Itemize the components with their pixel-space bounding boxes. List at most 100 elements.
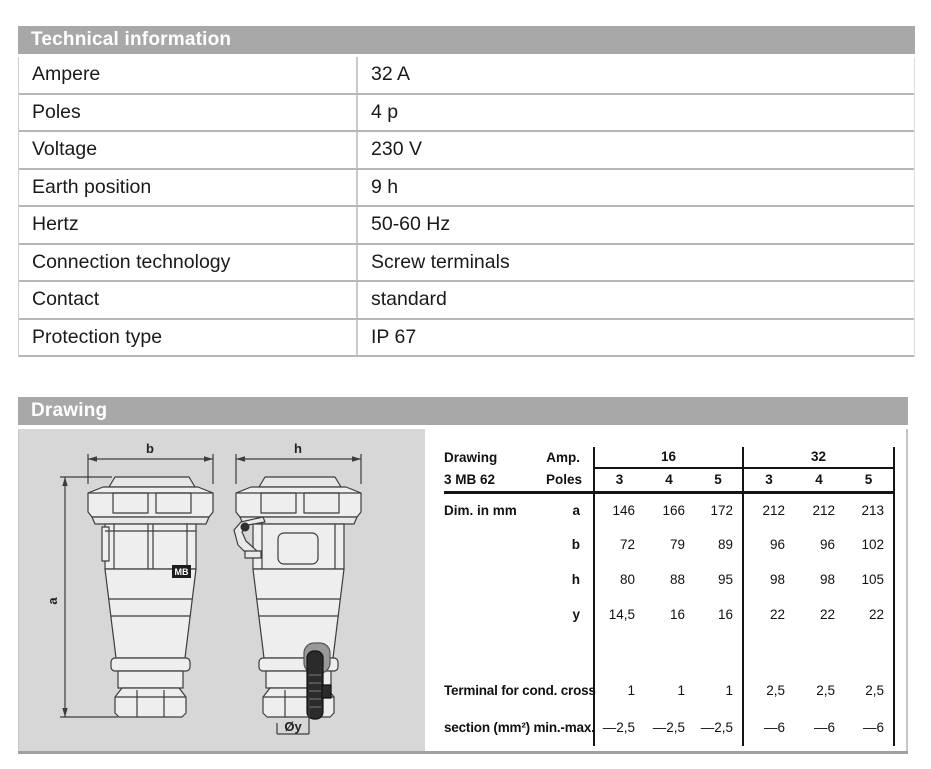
dim-value: 146 (593, 492, 644, 527)
amp-group-16: 16 (592, 447, 744, 469)
dim-value: 22 (742, 597, 795, 632)
dim-caption: Dim. in mm (444, 502, 517, 518)
terminal-value: 1 (677, 683, 685, 699)
spec-label: Contact (32, 288, 100, 311)
spec-label: Protection type (32, 325, 163, 348)
terminal-value: 1 (725, 683, 734, 699)
terminal-min-row: Terminal for cond. cross 1 1 1 2,5 2,5 2… (444, 672, 896, 710)
spec-label: Connection technology (32, 250, 231, 273)
dim-value: 213 (844, 492, 896, 527)
spec-value: Screw terminals (356, 244, 914, 280)
spec-value: 50-60 Hz (356, 207, 914, 243)
dim-value: 80 (593, 562, 644, 597)
terminal-value: —2,5 (593, 710, 644, 746)
table-name-line1: Drawing (444, 449, 498, 465)
dim-row-a: Dim. in mm a 146 166 172 212 212 213 (444, 492, 896, 527)
dim-value: 22 (819, 606, 836, 622)
dim-value: 96 (819, 536, 836, 552)
terminal-value: 2,5 (742, 672, 795, 710)
dim-value: 166 (662, 502, 685, 518)
dim-name: b (571, 536, 580, 552)
amp-header-row: Drawing Amp. 16 32 (444, 447, 896, 469)
dim-row-h: h 80 88 95 98 98 105 (444, 562, 896, 597)
poles-header-row: 3 MB 62 Poles 3 4 5 3 4 5 (444, 468, 896, 494)
spec-label: Voltage (32, 138, 98, 161)
spec-row-earth-position: Earth position 9 h (19, 169, 914, 207)
spec-row-connection-technology: Connection technology Screw terminals (19, 244, 914, 282)
spec-row-hertz: Hertz 50-60 Hz (19, 207, 914, 245)
dim-label-b: b (146, 441, 154, 456)
dim-value: 22 (844, 597, 896, 632)
terminal-value: 2,5 (844, 672, 896, 710)
drawing-title: Drawing (31, 400, 108, 421)
dim-value: 88 (669, 571, 685, 587)
dim-value: 95 (717, 571, 734, 587)
terminal-value: —2,5 (700, 720, 734, 736)
terminal-value: —2,5 (652, 720, 685, 736)
pole-col-header: 4 (794, 468, 845, 494)
dim-value: 16 (717, 606, 734, 622)
terminal-value: —6 (844, 710, 896, 746)
spec-label: Earth position (32, 175, 152, 198)
spec-label: Poles (32, 100, 81, 123)
connector-front-view: MB b a (45, 441, 214, 718)
dim-value: 98 (819, 571, 836, 587)
dim-value: 79 (669, 536, 685, 552)
pole-col-header: 5 (694, 468, 744, 494)
pole-col-header: 3 (593, 468, 644, 494)
dim-label-oy: Øy (284, 719, 302, 734)
technical-info-section: Technical information Ampere 32 A Poles … (18, 26, 915, 357)
dim-value: 14,5 (593, 597, 644, 632)
terminal-max-row: section (mm²) min.-max. —2,5 —2,5 —2,5 —… (444, 710, 896, 746)
spec-row-voltage: Voltage 230 V (19, 132, 914, 170)
dim-row-y: y 14,5 16 16 22 22 22 (444, 597, 896, 632)
terminal-value: —6 (814, 720, 836, 736)
dim-name: a (572, 502, 580, 518)
dim-label-a: a (45, 597, 60, 605)
dimensions-table: Drawing Amp. 16 32 3 MB 62 Poles 3 4 5 3… (444, 447, 896, 746)
table-name-line2: 3 MB 62 (444, 468, 546, 494)
dim-value: 96 (742, 527, 795, 562)
amp-group-32: 32 (742, 447, 896, 469)
spacer-row (444, 632, 896, 672)
spec-row-poles: Poles 4 p (19, 94, 914, 132)
spec-row-protection-type: Protection type IP 67 (19, 319, 914, 357)
amp-label: Amp. (546, 449, 580, 465)
dim-row-b: b 72 79 89 96 96 102 (444, 527, 896, 562)
pole-col-header: 4 (644, 468, 694, 494)
spec-row-contact: Contact standard (19, 282, 914, 320)
spec-value: 9 h (356, 169, 914, 205)
poles-label: Poles (546, 468, 594, 494)
dim-name: y (572, 606, 580, 622)
terminal-label-line2: section (mm²) min.-max. (444, 720, 595, 736)
dim-value: 89 (717, 536, 734, 552)
spec-value: 4 p (356, 94, 914, 130)
dim-value: 102 (844, 527, 896, 562)
terminal-label-line1: Terminal for cond. cross (444, 683, 596, 699)
dimensions-panel: Drawing Amp. 16 32 3 MB 62 Poles 3 4 5 3… (425, 429, 908, 751)
dim-value: 212 (812, 502, 836, 518)
connector-side-view: Øy h (233, 441, 362, 735)
brand-logo: MB (172, 565, 191, 578)
brand-logo-text: MB (175, 567, 189, 577)
drawing-section: Drawing (18, 397, 908, 754)
spec-value: 230 V (356, 132, 914, 168)
pole-col-header: 5 (844, 468, 896, 494)
dim-value: 72 (593, 527, 644, 562)
spec-value: standard (356, 282, 914, 318)
dim-value: 16 (669, 606, 685, 622)
latch-lever (233, 516, 266, 559)
connector-drawing: MB b a (45, 441, 362, 735)
dim-value: 105 (844, 562, 896, 597)
drawing-content: MB b a (18, 429, 908, 754)
terminal-value: —6 (742, 710, 795, 746)
technical-info-header: Technical information (18, 26, 915, 54)
spec-value: IP 67 (356, 319, 914, 355)
terminal-value: 2,5 (816, 683, 836, 699)
dim-name: h (571, 571, 580, 587)
spec-row-ampere: Ampere 32 A (19, 57, 914, 95)
dim-value: 98 (742, 562, 795, 597)
spec-label: Hertz (32, 213, 79, 236)
spec-table: Ampere 32 A Poles 4 p Voltage 230 V Eart… (18, 57, 915, 357)
